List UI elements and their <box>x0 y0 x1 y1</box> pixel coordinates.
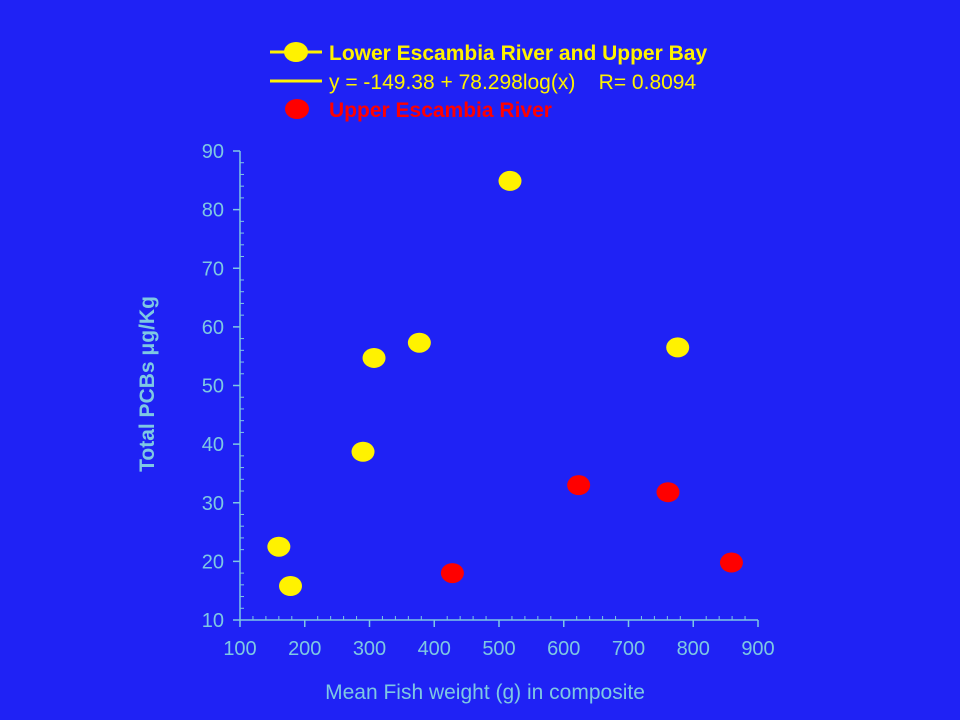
axes: 10 20 30 40 50 60 70 80 90 100 200 300 400 500 600 700 8… <box>202 141 775 660</box>
upper-escambia-point <box>567 475 591 496</box>
x-axis-title: Mean Fish weight (g) in composite <box>325 681 645 704</box>
y-tick-label: 40 <box>202 434 224 456</box>
x-tick-label: 500 <box>482 638 515 660</box>
legend-upper-label: Upper Escambia River <box>329 99 552 122</box>
lower-escambia-point <box>267 536 291 557</box>
x-tick-label: 100 <box>223 638 256 660</box>
points-group <box>267 170 743 596</box>
x-tick-label: 700 <box>612 638 645 660</box>
legend-upper-marker <box>285 99 309 119</box>
lower-escambia-point <box>362 347 386 368</box>
x-tick-label: 900 <box>741 638 774 660</box>
legend: Lower Escambia River and Upper Bay y = -… <box>270 42 707 122</box>
upper-escambia-point <box>440 563 464 584</box>
lower-escambia-point <box>351 441 375 462</box>
y-axis-title: Total PCBs μg/Kg <box>136 296 159 472</box>
y-tick-label: 20 <box>202 551 224 573</box>
x-tick-label: 400 <box>418 638 451 660</box>
y-tick-label: 30 <box>202 493 224 515</box>
y-tick-label: 70 <box>202 258 224 280</box>
x-tick-label: 300 <box>353 638 386 660</box>
y-tick-label: 10 <box>202 610 224 632</box>
lower-escambia-point <box>666 337 690 358</box>
y-tick-label: 60 <box>202 317 224 339</box>
lower-escambia-point <box>279 575 303 596</box>
legend-fit-label: y = -149.38 + 78.298log(x) R= 0.8094 <box>329 71 696 94</box>
lower-escambia-point <box>498 170 522 191</box>
y-tick-label: 90 <box>202 141 224 163</box>
upper-escambia-point <box>656 482 680 503</box>
lower-escambia-point <box>407 332 431 353</box>
x-tick-label: 600 <box>547 638 580 660</box>
x-tick-label: 200 <box>288 638 321 660</box>
legend-lower-marker <box>284 42 308 62</box>
x-tick-label: 800 <box>677 638 710 660</box>
y-tick-label: 80 <box>202 200 224 222</box>
upper-escambia-point <box>719 552 743 573</box>
legend-lower-label: Lower Escambia River and Upper Bay <box>329 42 707 65</box>
y-tick-label: 50 <box>202 376 224 398</box>
